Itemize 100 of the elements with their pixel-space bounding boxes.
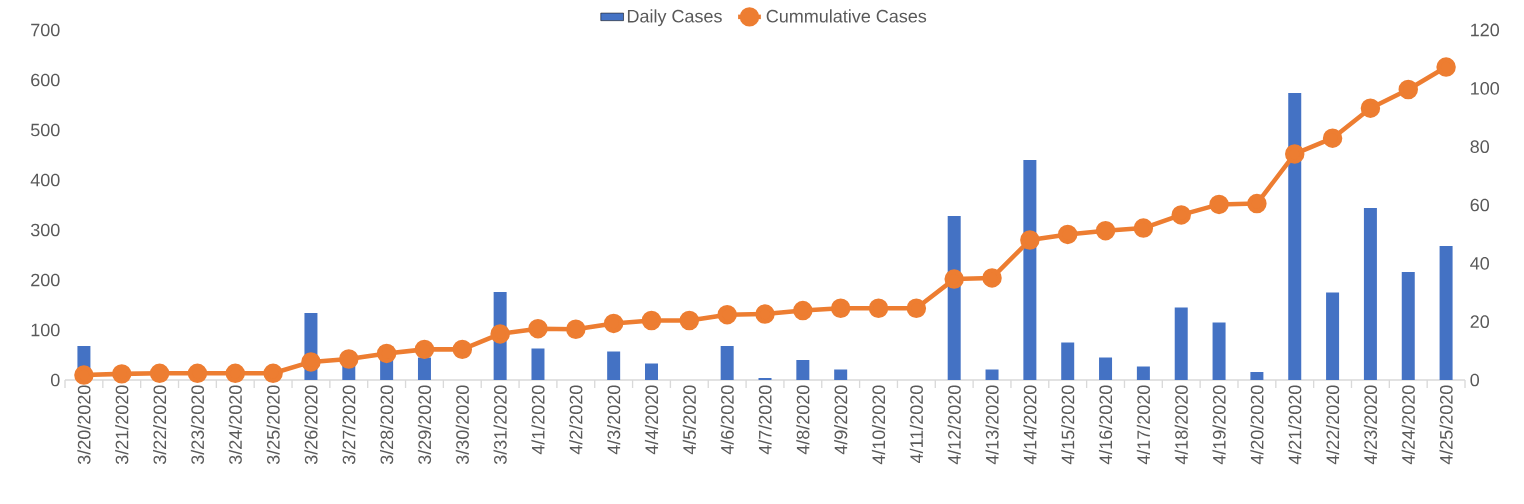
x-tick-label: 3/28/2020 — [380, 385, 394, 465]
x-tick-label: 4/12/2020 — [947, 385, 961, 465]
y-tick-label: 200 — [31, 273, 60, 287]
y-tick-label: 100 — [31, 323, 60, 337]
bar — [720, 346, 734, 380]
x-tick-label: 4/6/2020 — [720, 385, 734, 455]
x-tick-label: 4/22/2020 — [1325, 385, 1340, 465]
bar — [531, 348, 545, 380]
x-tick-label: 4/10/2020 — [871, 385, 886, 465]
bar — [1326, 292, 1340, 380]
bar — [834, 369, 848, 380]
point — [717, 304, 737, 325]
x-tick-label: 3/26/2020 — [304, 385, 318, 465]
bar — [985, 369, 999, 380]
point — [1436, 57, 1456, 77]
point — [187, 363, 208, 384]
x-tick-label: 4/13/2020 — [985, 385, 999, 465]
point — [225, 363, 246, 384]
x-tick-label: 3/23/2020 — [190, 385, 205, 465]
x-tick-label: 4/18/2020 — [1174, 385, 1188, 465]
x-tick-label: 4/16/2020 — [1098, 385, 1113, 465]
point — [1247, 193, 1267, 214]
x-tick-label: 4/4/2020 — [644, 385, 659, 455]
x-tick-label: 3/27/2020 — [342, 385, 356, 465]
x-tick-label: 3/20/2020 — [77, 385, 91, 465]
y2-tick-label: 120 — [1471, 23, 1500, 37]
y-tick-label: 700 — [31, 23, 60, 37]
bar — [1212, 322, 1226, 380]
x-tick-label: 4/14/2020 — [1023, 385, 1037, 465]
point — [414, 339, 435, 360]
y2-tick-label: 20 — [1470, 315, 1490, 329]
point — [112, 364, 132, 384]
bar — [1439, 246, 1453, 380]
bar — [1061, 342, 1075, 380]
point — [944, 269, 964, 289]
x-tick-label: 3/24/2020 — [228, 385, 242, 465]
point — [906, 298, 927, 318]
y2-tick-label: 0 — [1470, 373, 1480, 387]
y2-tick-label: 80 — [1470, 140, 1490, 154]
point — [1398, 79, 1418, 100]
y-tick-label: 400 — [30, 173, 60, 187]
x-tick-label: 4/5/2020 — [682, 385, 696, 455]
point — [1322, 128, 1343, 148]
bar — [417, 357, 431, 380]
point — [1209, 194, 1229, 215]
x-tick-label: 4/15/2020 — [1061, 385, 1075, 465]
x-tick-label: 4/24/2020 — [1401, 385, 1415, 465]
x-tick-label: 4/9/2020 — [834, 385, 848, 455]
bar — [1363, 208, 1377, 380]
y2-tick-label: 40 — [1470, 256, 1490, 270]
x-tick-label: 4/17/2020 — [1136, 385, 1150, 465]
bar — [1288, 93, 1302, 380]
x-tick-label: 4/21/2020 — [1288, 385, 1302, 465]
point — [376, 343, 397, 364]
x-tick-label: 4/3/2020 — [607, 385, 621, 455]
y-tick-label: 600 — [31, 73, 60, 87]
point — [793, 300, 813, 321]
x-tick-label: 3/30/2020 — [455, 385, 469, 465]
x-tick-label: 4/11/2020 — [909, 385, 923, 464]
y-tick-label: 300 — [30, 223, 60, 237]
point — [1285, 144, 1305, 164]
x-tick-label: 4/20/2020 — [1250, 385, 1264, 465]
bar — [1136, 366, 1150, 380]
point — [1133, 218, 1154, 238]
point — [830, 298, 851, 318]
bar — [1174, 307, 1188, 380]
x-tick-label: 3/29/2020 — [417, 385, 432, 465]
point — [490, 324, 510, 344]
x-tick-label: 4/25/2020 — [1439, 385, 1453, 465]
point — [149, 363, 170, 384]
x-tick-label: 4/23/2020 — [1363, 385, 1378, 465]
y2-tick-label: 100 — [1471, 81, 1500, 95]
point — [339, 349, 359, 369]
point — [641, 310, 662, 331]
legend-label: Daily Cases — [627, 9, 722, 27]
point — [1360, 98, 1381, 118]
x-tick-label: 3/25/2020 — [266, 385, 280, 465]
x-tick-label: 4/19/2020 — [1212, 385, 1226, 465]
x-tick-label: 4/8/2020 — [796, 385, 810, 455]
point — [301, 352, 321, 372]
bar — [1023, 160, 1037, 380]
point — [566, 319, 586, 339]
point — [528, 318, 548, 339]
point — [452, 339, 473, 360]
point — [982, 268, 1002, 288]
bar — [644, 363, 658, 380]
point — [679, 310, 700, 331]
x-tick-label: 3/31/2020 — [493, 385, 507, 465]
legend-label: Cummulative Cases — [766, 9, 927, 23]
point — [868, 298, 889, 318]
bar — [1401, 272, 1415, 380]
bar — [796, 360, 810, 380]
point — [74, 365, 94, 385]
point — [1095, 220, 1116, 241]
point — [1020, 230, 1040, 250]
bar — [1099, 357, 1113, 380]
x-tick-label: 4/7/2020 — [758, 385, 772, 455]
y-tick-label: 0 — [50, 373, 60, 387]
x-tick-label: 4/2/2020 — [569, 385, 583, 455]
point — [755, 304, 775, 324]
